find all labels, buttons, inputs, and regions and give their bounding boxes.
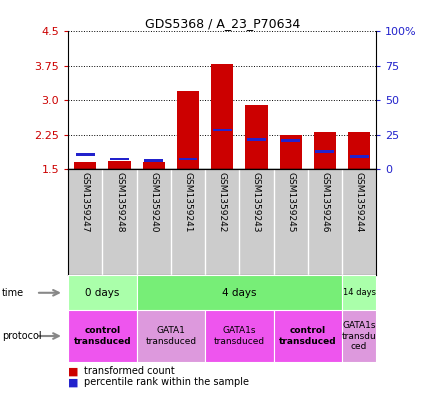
Bar (179, 158, 198, 160)
Text: ■: ■ (68, 366, 82, 376)
Bar (247, 138, 266, 141)
Text: GSM1359244: GSM1359244 (355, 172, 363, 233)
Bar (177, 91, 199, 169)
Text: transformed count: transformed count (84, 366, 174, 376)
Text: 14 days: 14 days (343, 288, 376, 297)
Bar (108, 161, 131, 169)
Bar (137, 310, 205, 362)
Bar (342, 310, 376, 362)
Bar (348, 132, 370, 169)
Text: GATA1
transduced: GATA1 transduced (145, 326, 196, 346)
Bar (315, 150, 334, 153)
Text: GSM1359240: GSM1359240 (149, 172, 158, 233)
Text: GATA1s
transduced: GATA1s transduced (214, 326, 265, 346)
Bar (76, 153, 95, 156)
Bar (279, 135, 302, 169)
Title: GDS5368 / A_23_P70634: GDS5368 / A_23_P70634 (145, 17, 300, 30)
Text: time: time (2, 288, 24, 298)
Text: ■: ■ (68, 377, 82, 387)
Bar (211, 64, 233, 169)
Bar (74, 162, 96, 169)
Text: protocol: protocol (2, 331, 42, 341)
Bar (143, 162, 165, 169)
Text: 4 days: 4 days (222, 288, 257, 298)
Text: GSM1359241: GSM1359241 (183, 172, 192, 233)
Text: GSM1359242: GSM1359242 (218, 172, 227, 233)
Bar (246, 105, 268, 169)
Text: GSM1359248: GSM1359248 (115, 172, 124, 233)
Text: percentile rank within the sample: percentile rank within the sample (84, 377, 249, 387)
Bar (144, 159, 163, 162)
Text: GSM1359247: GSM1359247 (81, 172, 90, 233)
Bar (342, 275, 376, 310)
Text: GSM1359243: GSM1359243 (252, 172, 261, 233)
Text: 0 days: 0 days (85, 288, 120, 298)
Text: control
transduced: control transduced (279, 326, 337, 346)
Bar (350, 155, 369, 158)
Bar (281, 139, 300, 142)
Bar (137, 275, 342, 310)
Text: GSM1359246: GSM1359246 (320, 172, 330, 233)
Text: control
transduced: control transduced (73, 326, 131, 346)
Bar (274, 310, 342, 362)
Bar (314, 132, 336, 169)
Bar (68, 310, 137, 362)
Text: GSM1359245: GSM1359245 (286, 172, 295, 233)
Bar (205, 310, 274, 362)
Bar (68, 275, 137, 310)
Text: GATA1s
transdu
ced: GATA1s transdu ced (342, 321, 377, 351)
Bar (110, 158, 129, 160)
Bar (213, 129, 231, 131)
